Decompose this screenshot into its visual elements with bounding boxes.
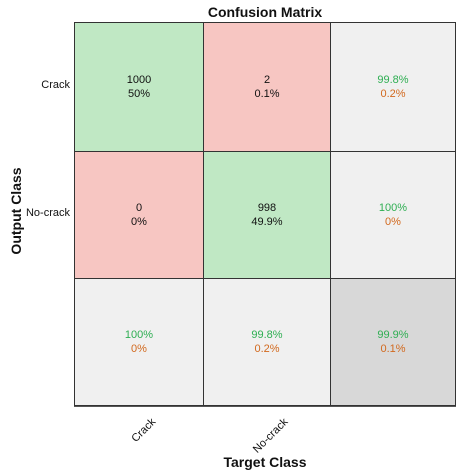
cell-nocrack-nocrack: 998 49.9% <box>203 151 331 279</box>
cell-count: 998 <box>257 202 277 214</box>
cell-percent: 50% <box>127 88 151 100</box>
overall-accuracy-cell: 99.9% 0.1% <box>330 278 456 406</box>
summary-correct: 100% <box>378 202 408 214</box>
summary-incorrect: 0% <box>131 343 147 355</box>
cell-crack-nocrack: 2 0.1% <box>203 22 331 152</box>
cell-nocrack-crack: 0 0% <box>74 151 204 279</box>
x-axis-label: Target Class <box>223 454 307 470</box>
cell-percent: 0% <box>131 216 147 228</box>
cell-count: 1000 <box>126 74 152 86</box>
row-summary-crack: 99.8% 0.2% <box>330 22 456 152</box>
y-tick-crack: Crack <box>41 79 70 91</box>
summary-correct: 100% <box>124 329 154 341</box>
y-tick-no-crack: No-crack <box>25 207 70 219</box>
confusion-matrix-grid: 1000 50% 2 0.1% 99.8% 0.2% 0 0% 998 49.9… <box>74 22 456 406</box>
summary-incorrect: 0% <box>385 216 401 228</box>
x-axis-line <box>74 406 456 407</box>
col-summary-crack: 100% 0% <box>74 278 204 406</box>
cell-count: 0 <box>135 202 143 214</box>
cell-percent: 49.9% <box>251 216 283 228</box>
overall-incorrect: 0.1% <box>380 343 406 355</box>
col-summary-nocrack: 99.8% 0.2% <box>203 278 331 406</box>
cell-count: 2 <box>263 74 271 86</box>
chart-title: Confusion Matrix <box>207 4 323 20</box>
summary-incorrect: 0.2% <box>380 88 406 100</box>
summary-correct: 99.8% <box>251 329 283 341</box>
summary-incorrect: 0.2% <box>254 343 280 355</box>
row-summary-nocrack: 100% 0% <box>330 151 456 279</box>
cell-crack-crack: 1000 50% <box>74 22 204 152</box>
overall-correct: 99.9% <box>377 329 409 341</box>
cell-percent: 0.1% <box>254 88 280 100</box>
summary-correct: 99.8% <box>377 74 409 86</box>
